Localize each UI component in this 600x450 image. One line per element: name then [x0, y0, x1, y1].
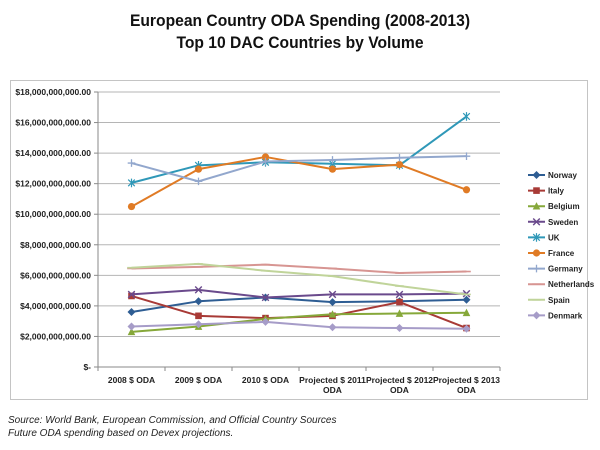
data-point-denmark: [194, 320, 203, 329]
legend-label-sweden: Sweden: [548, 218, 578, 227]
series-line-sweden: [131, 288, 467, 299]
x-tick-label: Projected $ 2012: [366, 375, 433, 385]
x-tick-label: 2009 $ ODA: [175, 375, 222, 385]
chart-frame: [10, 80, 588, 400]
data-point-norway: [194, 297, 203, 306]
chart-title-line-1: European Country ODA Spending (2008-2013…: [129, 11, 471, 30]
y-tick-label: $12,000,000,000.00: [15, 179, 91, 189]
legend-label-belgium: Belgium: [548, 202, 580, 211]
series-line-spain: [131, 262, 467, 296]
footnote-source: Source: World Bank, European Commission,…: [8, 415, 337, 426]
data-point-sweden: [127, 290, 136, 299]
legend-label-spain: Spain: [548, 296, 570, 305]
legend-marker-norway: [532, 171, 541, 179]
series-line-belgium: [131, 311, 467, 333]
y-tick-label: $-: [83, 362, 91, 372]
x-tick-label: ODA: [323, 385, 342, 395]
data-point-italy: [128, 292, 135, 300]
legend-label-italy: Italy: [548, 187, 565, 196]
series-line-uk: [131, 115, 468, 184]
data-point-germany: [395, 153, 404, 162]
legend-label-netherlands: Netherlands: [548, 280, 595, 289]
data-point-norway: [328, 298, 337, 307]
data-point-france: [127, 202, 136, 211]
data-point-denmark: [127, 322, 136, 331]
data-point-denmark: [328, 323, 337, 332]
data-point-sweden: [194, 286, 203, 294]
data-point-belgium: [328, 310, 337, 318]
data-point-belgium: [462, 308, 471, 317]
y-tick-label: $10,000,000,000.00: [15, 209, 91, 219]
legend-marker-uk: [532, 233, 541, 242]
data-point-denmark: [395, 324, 404, 333]
series-line-france: [131, 155, 467, 208]
data-point-belgium: [395, 309, 404, 317]
data-point-france: [462, 186, 471, 194]
data-point-france: [328, 165, 337, 173]
data-point-uk: [462, 112, 471, 121]
y-tick-label: $6,000,000,000.00: [20, 270, 91, 280]
series-line-germany: [131, 155, 467, 183]
data-point-germany: [194, 177, 203, 186]
data-point-belgium: [127, 327, 136, 336]
data-point-germany: [328, 156, 337, 164]
series-line-denmark: [131, 320, 467, 330]
chart-footnote: Source: World Bank, European Commission,…: [8, 414, 336, 440]
data-point-france: [261, 153, 270, 161]
data-point-sweden: [261, 293, 270, 302]
legend-label-norway: Norway: [548, 171, 577, 180]
data-point-sweden: [328, 290, 337, 299]
legend-label-france: France: [548, 249, 575, 258]
data-point-france: [194, 165, 203, 173]
chart-title: European Country ODA Spending (2008-2013…: [24, 10, 576, 54]
y-tick-label: $8,000,000,000.00: [20, 240, 91, 250]
legend-marker-italy: [533, 187, 540, 194]
data-point-sweden: [395, 290, 404, 299]
x-tick-label: 2008 $ ODA: [108, 375, 155, 385]
data-point-france: [395, 160, 404, 169]
data-point-germany: [462, 152, 471, 160]
data-point-uk: [127, 178, 136, 188]
data-point-italy: [396, 298, 403, 306]
footnote-projection: Future ODA spending based on Devex proje…: [8, 428, 234, 439]
data-point-denmark: [462, 324, 471, 333]
data-point-italy: [195, 312, 202, 320]
legend-label-denmark: Denmark: [548, 311, 583, 320]
legend-marker-sweden: [532, 218, 541, 226]
legend-marker-france: [532, 249, 541, 257]
legend-marker-denmark: [532, 311, 541, 320]
legend-marker-belgium: [532, 202, 541, 210]
legend-label-uk: UK: [548, 233, 560, 242]
y-tick-label: $16,000,000,000.00: [15, 118, 91, 128]
legend-label-germany: Germany: [548, 265, 583, 274]
series-line-norway: [131, 296, 467, 313]
data-point-denmark: [261, 317, 270, 326]
data-point-germany: [127, 159, 136, 167]
x-tick-label: ODA: [457, 385, 476, 395]
x-tick-label: ODA: [390, 385, 409, 395]
y-tick-label: $18,000,000,000.00: [15, 87, 91, 97]
chart-title-line-2: Top 10 DAC Countries by Volume: [176, 33, 424, 52]
y-tick-label: $14,000,000,000.00: [15, 148, 91, 158]
y-tick-label: $2,000,000,000.00: [20, 331, 91, 341]
y-tick-label: $4,000,000,000.00: [20, 301, 91, 311]
data-point-germany: [261, 157, 270, 166]
x-tick-label: Projected $ 2013: [433, 375, 500, 385]
data-point-norway: [127, 308, 136, 316]
data-point-norway: [462, 295, 471, 304]
legend-marker-germany: [532, 264, 541, 273]
series-line-netherlands: [131, 263, 467, 275]
x-tick-label: 2010 $ ODA: [242, 375, 289, 385]
x-tick-label: Projected $ 2011: [299, 375, 366, 385]
